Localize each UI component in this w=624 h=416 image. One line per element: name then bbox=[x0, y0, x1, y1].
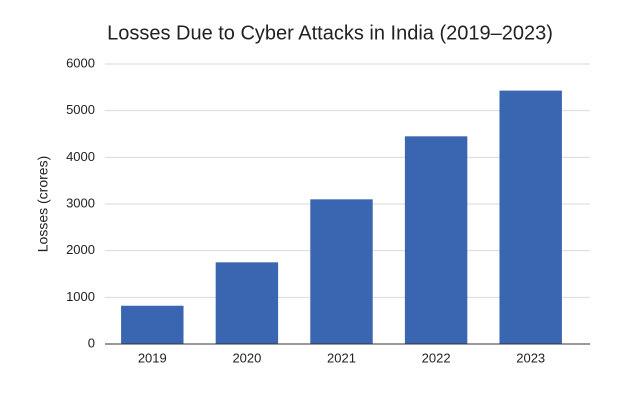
y-tick-label: 2000 bbox=[66, 242, 95, 257]
bar bbox=[499, 90, 562, 344]
x-tick-label: 2021 bbox=[327, 350, 356, 365]
y-tick-label: 1000 bbox=[66, 289, 95, 304]
x-tick-label: 2023 bbox=[516, 350, 545, 365]
y-tick-label: 5000 bbox=[66, 102, 95, 117]
chart-title: Losses Due to Cyber Attacks in India (20… bbox=[107, 22, 553, 44]
y-axis-label: Losses (crores) bbox=[35, 156, 51, 252]
bar bbox=[121, 305, 184, 344]
bar bbox=[310, 199, 373, 344]
bar bbox=[215, 262, 279, 344]
y-tick-label: 4000 bbox=[66, 149, 95, 164]
bar bbox=[404, 136, 468, 344]
y-tick-label: 0 bbox=[88, 335, 95, 350]
y-tick-label: 3000 bbox=[66, 195, 95, 210]
x-tick-label: 2020 bbox=[232, 350, 261, 365]
x-tick-label: 2019 bbox=[138, 350, 167, 365]
x-tick-label: 2022 bbox=[422, 350, 451, 365]
y-tick-label: 6000 bbox=[66, 55, 95, 70]
